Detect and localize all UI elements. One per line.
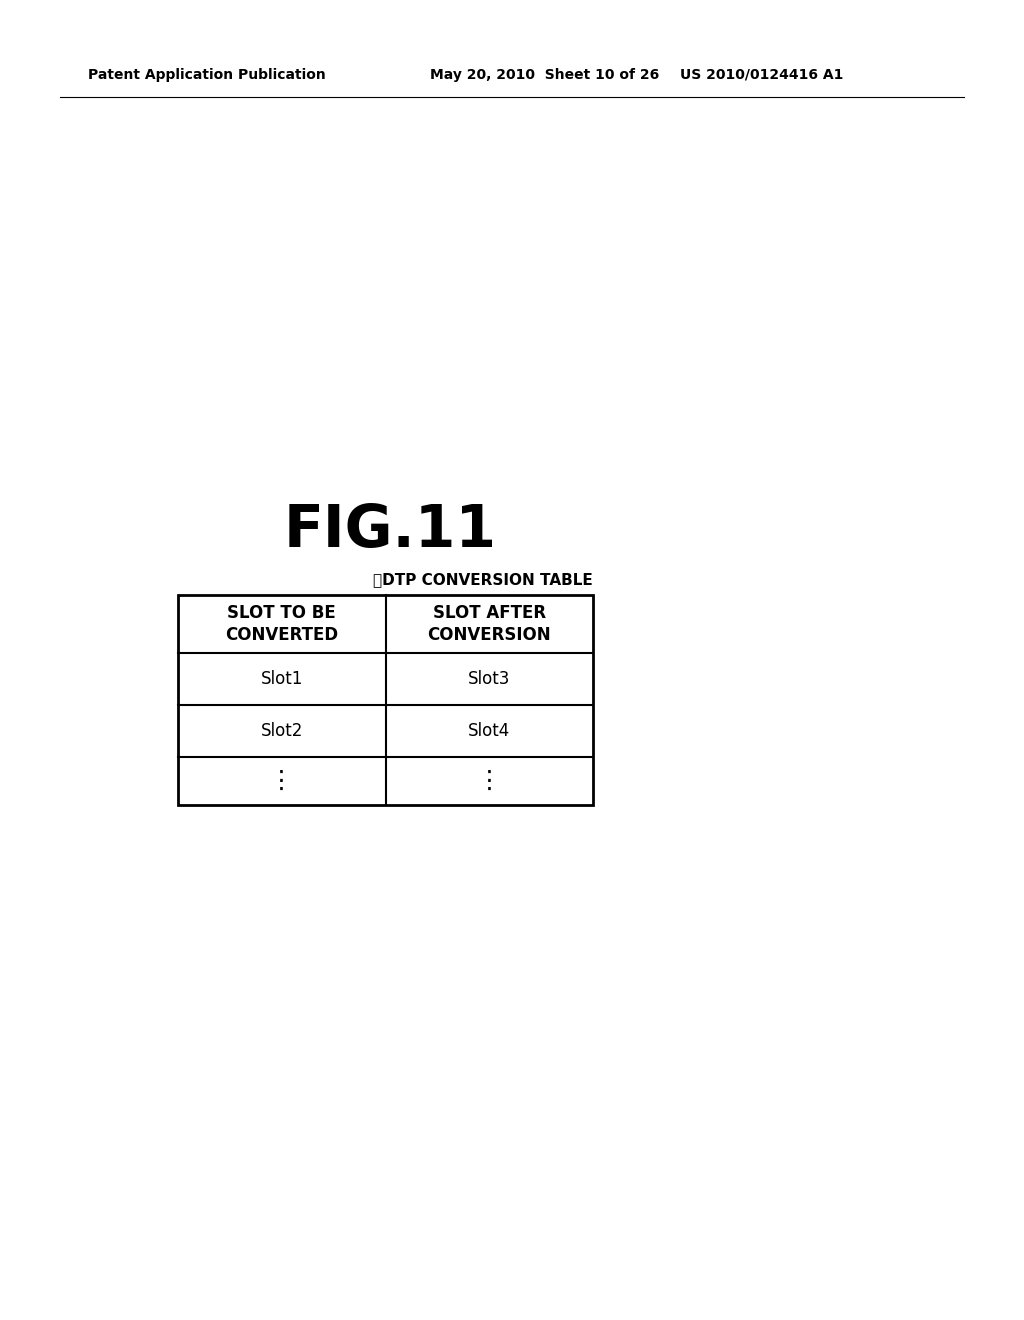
Text: ⋮: ⋮ (269, 770, 294, 793)
Text: ⋮: ⋮ (477, 770, 502, 793)
Text: SLOT AFTER
CONVERSION: SLOT AFTER CONVERSION (427, 605, 551, 644)
Text: Slot3: Slot3 (468, 671, 510, 688)
Bar (178, 595, 593, 805)
Text: FIG.11: FIG.11 (284, 502, 497, 558)
Text: Slot2: Slot2 (260, 722, 303, 741)
Text: Slot1: Slot1 (260, 671, 303, 688)
Text: Slot4: Slot4 (468, 722, 510, 741)
Text: 。DTP CONVERSION TABLE: 。DTP CONVERSION TABLE (374, 572, 593, 587)
Text: May 20, 2010  Sheet 10 of 26: May 20, 2010 Sheet 10 of 26 (430, 69, 659, 82)
Text: Patent Application Publication: Patent Application Publication (88, 69, 326, 82)
Text: SLOT TO BE
CONVERTED: SLOT TO BE CONVERTED (225, 605, 338, 644)
Text: US 2010/0124416 A1: US 2010/0124416 A1 (680, 69, 844, 82)
